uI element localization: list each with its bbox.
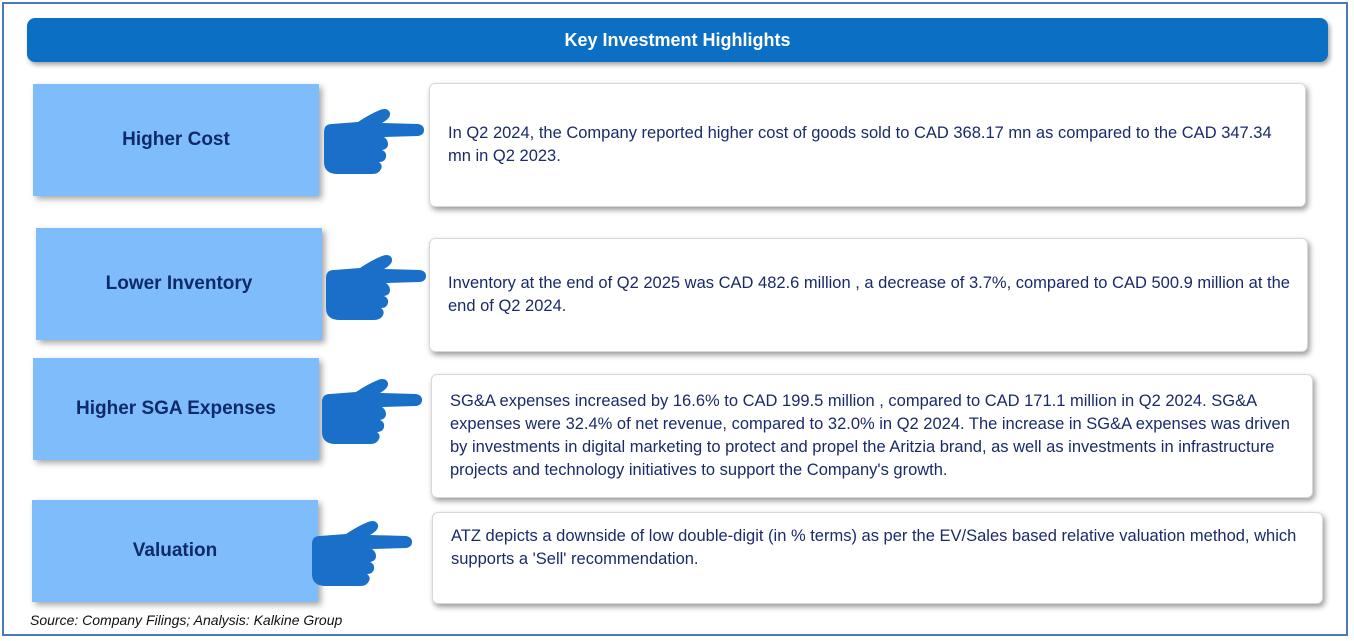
highlight-label-valuation: Valuation	[32, 500, 318, 602]
highlight-text-lower-inventory: Inventory at the end of Q2 2025 was CAD …	[429, 238, 1308, 352]
highlight-text: ATZ depicts a downside of low double-dig…	[451, 527, 1297, 568]
source-note: Source: Company Filings; Analysis: Kalki…	[30, 612, 343, 628]
highlight-label-higher-sga-expenses: Higher SGA Expenses	[33, 358, 319, 460]
highlight-label-lower-inventory: Lower Inventory	[36, 228, 322, 340]
highlight-text-higher-cost: In Q2 2024, the Company reported higher …	[429, 83, 1306, 207]
pointing-hand-icon	[324, 109, 424, 174]
highlight-label-higher-cost: Higher Cost	[33, 84, 319, 196]
pointing-hand-icon	[326, 255, 426, 320]
highlight-text-higher-sga-expenses: SG&A expenses increased by 16.6% to CAD …	[431, 374, 1313, 498]
page-title: Key Investment Highlights	[27, 18, 1328, 62]
highlight-text-valuation: ATZ depicts a downside of low double-dig…	[432, 512, 1323, 604]
pointing-hand-icon	[312, 521, 412, 586]
highlight-text: In Q2 2024, the Company reported higher …	[448, 124, 1272, 165]
highlight-text: SG&A expenses increased by 16.6% to CAD …	[450, 392, 1290, 479]
highlight-text: Inventory at the end of Q2 2025 was CAD …	[448, 274, 1290, 315]
pointing-hand-icon	[322, 379, 422, 444]
